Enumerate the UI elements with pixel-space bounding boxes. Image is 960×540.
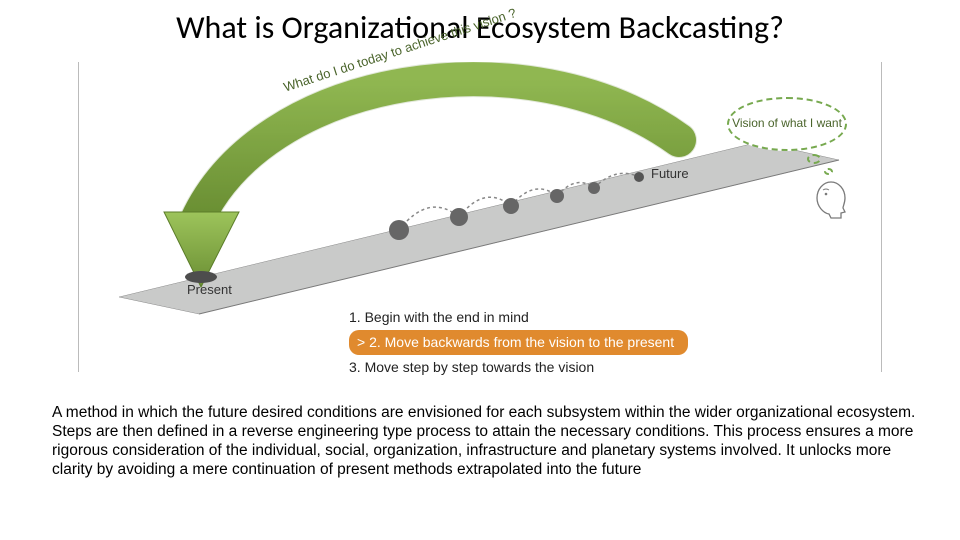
backcasting-diagram: What do I do today to achieve this visio… [78,62,882,372]
description-paragraph: A method in which the future desired con… [52,404,920,480]
present-label: Present [187,282,232,297]
thought-bubble-dot [824,168,833,175]
step-item-3: 3. Move step by step towards the vision [349,356,688,379]
vision-thought-bubble: Vision of what I want [727,97,847,151]
step-item-1: 1. Begin with the end in mind [349,306,688,329]
step-item-2: 2. Move backwards from the vision to the… [349,329,688,356]
future-label: Future [651,166,689,181]
vision-bubble-text: Vision of what I want [732,117,842,131]
steps-list: 1. Begin with the end in mind 2. Move ba… [349,306,688,379]
thought-bubble-dot [807,154,821,164]
step-highlight: 2. Move backwards from the vision to the… [349,330,688,355]
person-head-icon [809,178,853,222]
